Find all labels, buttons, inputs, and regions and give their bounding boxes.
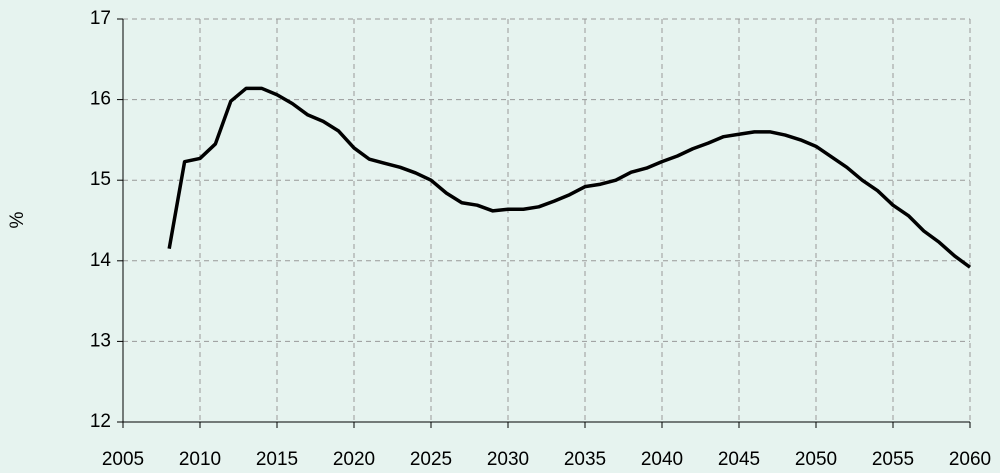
x-tick-label: 2045 [718, 449, 760, 470]
x-tick-label: 2035 [564, 449, 606, 470]
x-tick-label: 2030 [487, 449, 529, 470]
x-tick-label: 2040 [641, 449, 683, 470]
x-tick-label: 2055 [872, 449, 914, 470]
x-tick-label: 2015 [256, 449, 298, 470]
x-tick-label: 2025 [410, 449, 452, 470]
y-tick-label: 13 [90, 330, 111, 351]
x-tick-label: 2005 [102, 449, 144, 470]
x-tick-label: 2050 [795, 449, 837, 470]
y-tick-label: 12 [90, 411, 111, 432]
x-tick-label: 2020 [333, 449, 375, 470]
data-line [167, 86, 972, 269]
y-tick-label: 16 [90, 89, 111, 110]
x-tick-label: 2060 [949, 449, 991, 470]
y-tick-label: 17 [90, 8, 111, 29]
y-axis-label: % [7, 211, 28, 228]
y-tick-label: 15 [90, 169, 111, 190]
y-tick-label: 14 [90, 250, 112, 271]
x-tick-label: 2010 [179, 449, 221, 470]
